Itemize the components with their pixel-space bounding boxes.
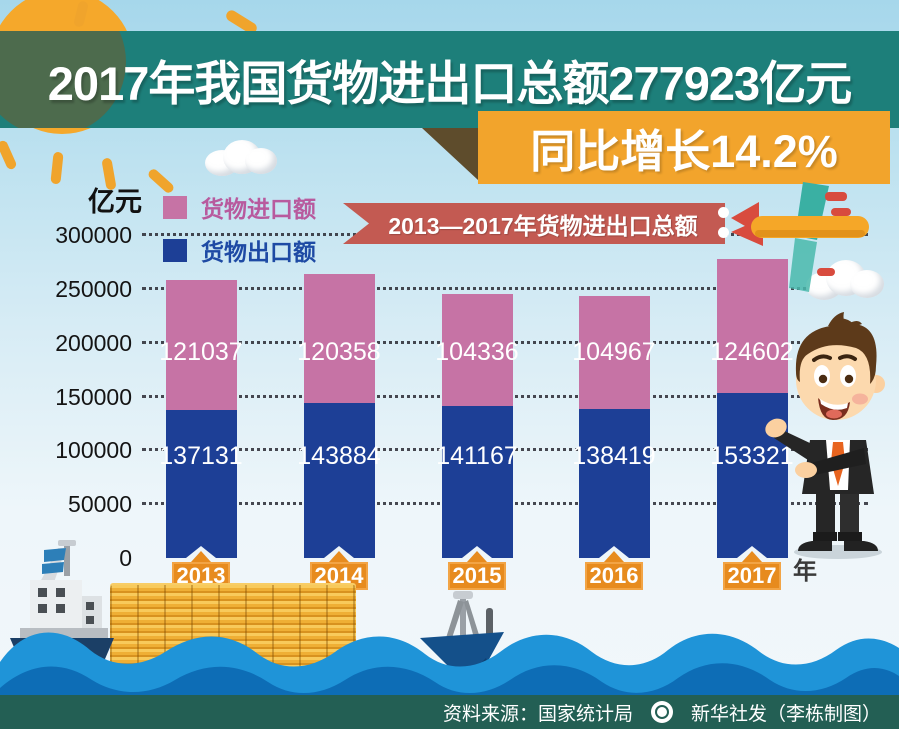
bar-export-2013 — [165, 410, 237, 558]
bar-import-2015 — [441, 293, 513, 407]
year-tag-pointer-2016 — [604, 551, 624, 562]
ribbon-dot-icon — [718, 227, 729, 238]
airplane-icon — [731, 182, 869, 292]
title-banner: 2017年我国货物进出口总额277923亿元 — [0, 31, 899, 128]
page-title: 2017年我国货物进出口总额277923亿元 — [47, 57, 852, 110]
y-tick-250000: 250000 — [55, 276, 132, 302]
export-swatch-icon — [163, 238, 187, 262]
legend-item-export: 货物出口额 — [163, 233, 316, 267]
value-export-2017: 153321 — [710, 442, 794, 470]
legend-export-label: 货物出口额 — [201, 239, 316, 265]
ribbon-dot-icon — [718, 207, 729, 218]
gridline-250000 — [142, 287, 868, 290]
value-export-2014: 143884 — [297, 442, 381, 470]
xinhua-logo-icon — [650, 701, 673, 723]
value-import-2013: 121037 — [159, 338, 243, 366]
legend-import-label: 货物进口额 — [201, 196, 316, 222]
bar-import-2013 — [165, 280, 237, 411]
year-tag-2017: 2017 — [723, 562, 781, 590]
chart-legend: 货物进口额 货物出口额 — [163, 190, 316, 276]
bar-import-2014 — [303, 273, 375, 404]
chart-title-ribbon: 2013—2017年货物进出口总额 — [343, 203, 725, 244]
value-import-2015: 104336 — [435, 338, 519, 366]
bar-import-2017 — [716, 258, 788, 394]
bar-export-2015 — [441, 406, 513, 558]
year-tag-pointer-2013 — [191, 551, 211, 562]
bar-import-2016 — [578, 296, 650, 410]
y-tick-150000: 150000 — [55, 383, 132, 410]
sun-silhouette — [0, 31, 126, 128]
y-tick-300000: 300000 — [55, 222, 132, 249]
y-axis-unit-label: 亿元 — [88, 187, 142, 217]
year-tag-2016: 2016 — [585, 562, 643, 590]
value-export-2013: 137131 — [159, 442, 243, 470]
year-tag-pointer-2015 — [467, 551, 487, 562]
footer-bar: 资料来源：国家统计局 新华社发（李栋制图） — [0, 695, 899, 729]
year-tag-pointer-2017 — [742, 551, 762, 562]
bar-export-2016 — [578, 409, 650, 558]
y-tick-200000: 200000 — [55, 329, 132, 356]
legend-item-import: 货物进口额 — [163, 190, 316, 224]
value-export-2015: 141167 — [436, 442, 518, 470]
value-export-2016: 138419 — [572, 442, 656, 470]
import-swatch-icon — [163, 195, 187, 219]
y-tick-100000: 100000 — [55, 437, 132, 464]
subtitle-banner: 同比增长14.2% — [478, 111, 890, 184]
businessman-character — [765, 312, 885, 559]
credit-text: 新华社发（李栋制图） — [690, 703, 881, 725]
bar-export-2014 — [303, 403, 375, 558]
x-axis-label: 年 — [793, 558, 817, 585]
subtitle-fold-shadow — [422, 128, 478, 180]
value-import-2017: 124602 — [710, 338, 794, 366]
value-import-2014: 120358 — [297, 338, 381, 366]
year-tag-2015: 2015 — [448, 562, 506, 590]
y-tick-0: 0 — [119, 545, 132, 571]
source-text: 资料来源：国家统计局 — [442, 703, 633, 725]
value-import-2016: 104967 — [572, 338, 656, 366]
y-tick-50000: 50000 — [68, 491, 132, 518]
year-tag-pointer-2014 — [329, 551, 349, 562]
